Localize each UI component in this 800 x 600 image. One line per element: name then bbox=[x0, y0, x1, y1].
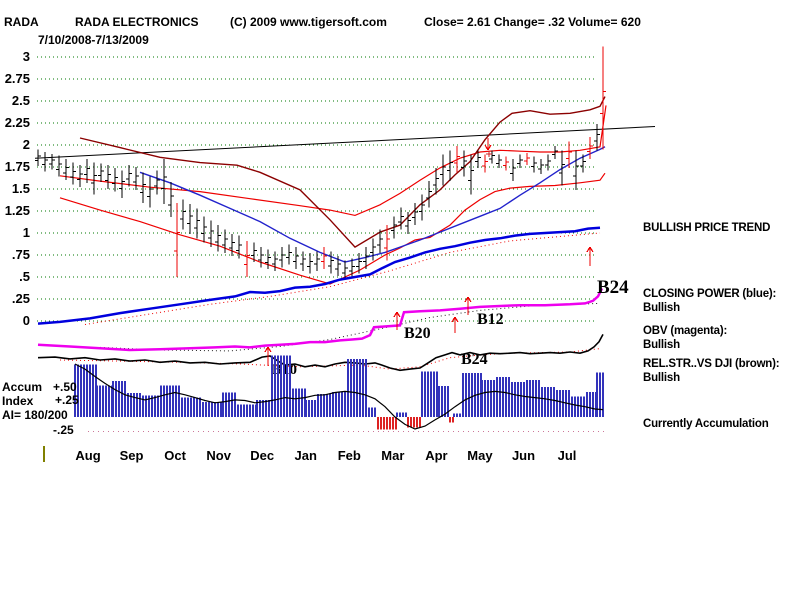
date-range: 7/10/2008-7/13/2009 bbox=[38, 33, 149, 47]
svg-text:B20: B20 bbox=[404, 325, 431, 342]
svg-text:.75: .75 bbox=[12, 247, 30, 262]
series-indicator bbox=[37, 334, 604, 372]
svg-text:Feb: Feb bbox=[338, 448, 361, 463]
svg-text:2.75: 2.75 bbox=[5, 71, 30, 86]
ai-minus25-label: -.25 bbox=[53, 423, 74, 437]
svg-text:1.5: 1.5 bbox=[12, 181, 30, 196]
svg-text:1.75: 1.75 bbox=[5, 159, 30, 174]
copyright-notice: (C) 2009 www.tigersoft.com bbox=[230, 15, 387, 29]
svg-text:Jan: Jan bbox=[295, 448, 317, 463]
price-trend-status: BULLISH PRICE TREND bbox=[643, 222, 771, 234]
svg-text:Sep: Sep bbox=[120, 448, 144, 463]
series-trendline bbox=[34, 126, 656, 159]
svg-text:May: May bbox=[467, 448, 493, 463]
svg-text:Aug: Aug bbox=[75, 448, 100, 463]
svg-text:1.25: 1.25 bbox=[5, 203, 30, 218]
svg-text:B24: B24 bbox=[461, 351, 488, 368]
accumulation-status: Currently Accumulation bbox=[643, 418, 769, 430]
svg-text:2: 2 bbox=[23, 137, 30, 152]
svg-text:0: 0 bbox=[23, 313, 30, 328]
obv-status: Bullish bbox=[643, 339, 680, 351]
accum-label: Accum bbox=[2, 380, 43, 394]
svg-text:B24: B24 bbox=[597, 277, 629, 298]
svg-text:2.25: 2.25 bbox=[5, 115, 30, 130]
quote-stats: Close= 2.61 Change= .32 Volume= 620 bbox=[424, 15, 641, 29]
rel-strength-status: Bullish bbox=[643, 372, 680, 384]
svg-text:Nov: Nov bbox=[206, 448, 231, 463]
series-rel_str_dji bbox=[79, 96, 606, 248]
svg-text:Oct: Oct bbox=[164, 448, 186, 463]
svg-text:Jul: Jul bbox=[558, 448, 577, 463]
series-band_lower bbox=[59, 172, 606, 285]
svg-text:Apr: Apr bbox=[425, 448, 447, 463]
svg-text:Jun: Jun bbox=[512, 448, 535, 463]
svg-text:2.5: 2.5 bbox=[12, 93, 30, 108]
ai-ratio-label: AI= 180/200 bbox=[2, 408, 68, 422]
rel-strength-label: REL.STR..VS DJI (brown): bbox=[643, 358, 780, 370]
svg-text:3: 3 bbox=[23, 49, 30, 64]
svg-text:1: 1 bbox=[23, 225, 30, 240]
svg-text:Dec: Dec bbox=[250, 448, 274, 463]
company-name: RADA ELECTRONICS bbox=[75, 15, 199, 29]
svg-text:B12: B12 bbox=[477, 311, 504, 328]
ai-plus25-label: +.25 bbox=[55, 393, 79, 407]
closing-power-status: Bullish bbox=[643, 302, 680, 314]
series-closing-power bbox=[37, 226, 601, 325]
accum-histogram bbox=[74, 355, 604, 430]
signal-labels: B10B20B12B24B24 bbox=[272, 277, 629, 378]
series-ai-line bbox=[74, 363, 604, 430]
signal-arrows bbox=[264, 138, 594, 366]
series-ma_blue bbox=[139, 146, 606, 263]
ai-plus50-label: +.50 bbox=[53, 380, 77, 394]
obv-label: OBV (magenta): bbox=[643, 325, 728, 337]
svg-text:.5: .5 bbox=[19, 269, 30, 284]
index-label: Index bbox=[2, 394, 34, 408]
closing-power-label: CLOSING POWER (blue): bbox=[643, 288, 777, 300]
svg-text:.25: .25 bbox=[12, 291, 30, 306]
series-obv_dotted bbox=[99, 302, 601, 352]
ticker-symbol: RADA bbox=[4, 15, 39, 29]
series-band_upper bbox=[59, 105, 607, 217]
series-cp_dotted bbox=[84, 232, 601, 325]
month-axis-labels: Aug Sep Oct Nov Dec Jan Feb Mar Apr May Jun Jul bbox=[75, 448, 576, 463]
price-bars bbox=[35, 46, 606, 280]
svg-text:Mar: Mar bbox=[381, 448, 404, 463]
series-obv bbox=[37, 287, 604, 352]
